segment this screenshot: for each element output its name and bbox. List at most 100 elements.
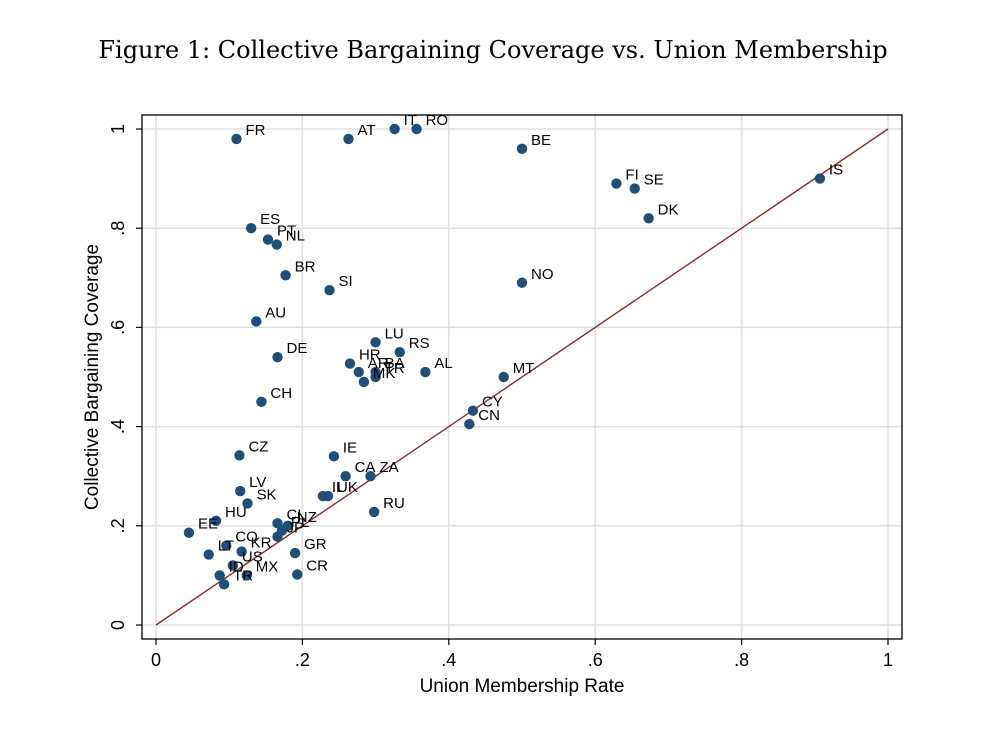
- data-point: [353, 366, 364, 378]
- point-label: UK: [337, 479, 358, 496]
- point-label: LT: [218, 538, 234, 555]
- point-label: SI: [338, 273, 352, 290]
- point-label: PL: [291, 514, 309, 531]
- point-label: IS: [829, 162, 843, 179]
- data-point: [324, 285, 335, 296]
- point-label: IL: [332, 479, 345, 496]
- data-point: [370, 371, 381, 383]
- data-point: [218, 579, 230, 590]
- data-point: [183, 527, 195, 538]
- data-point: [498, 371, 509, 383]
- data-point: [251, 316, 262, 327]
- data-point: [389, 123, 400, 135]
- data-point: [516, 143, 528, 155]
- y-axis-label: Collective Bargaining Coverage: [82, 244, 103, 510]
- point-label: CA: [355, 459, 376, 476]
- point-label: MK: [373, 365, 396, 382]
- y-tick-label: .2: [108, 518, 128, 533]
- point-label: PT: [277, 223, 296, 240]
- data-point: [516, 277, 528, 288]
- data-point: [214, 570, 225, 581]
- data-point: [365, 471, 376, 482]
- y-tick-label: 0: [108, 620, 128, 630]
- data-point: [328, 451, 340, 462]
- point-label: TR: [233, 567, 253, 584]
- y-axis-ticks: 0 .2 .4 .6 .8 1: [108, 124, 142, 630]
- x-tick-label: 1: [883, 650, 893, 670]
- point-label: DE: [287, 340, 308, 357]
- point-label: AU: [265, 304, 286, 321]
- data-point: [272, 531, 283, 542]
- point-label: IT: [404, 112, 417, 129]
- data-point: [272, 351, 283, 363]
- data-point: [344, 358, 356, 369]
- y-tick-label: .8: [108, 221, 128, 236]
- y-tick-label: .6: [108, 320, 128, 335]
- point-label: KR: [251, 535, 272, 552]
- data-point: [289, 547, 301, 559]
- point-label: NO: [531, 266, 554, 283]
- data-point: [271, 239, 282, 250]
- point-label: MT: [513, 360, 535, 377]
- gridlines: [142, 115, 902, 639]
- point-label: AL: [434, 355, 452, 372]
- point-label: MX: [256, 558, 279, 575]
- x-tick-label: .8: [734, 650, 749, 670]
- point-label: FR: [246, 122, 266, 139]
- y-tick-label: .4: [108, 419, 128, 434]
- data-point: [411, 123, 422, 135]
- point-label: BE: [531, 132, 551, 149]
- data-points: [183, 123, 826, 590]
- data-point: [221, 540, 232, 551]
- point-label: LU: [385, 325, 404, 342]
- point-label: RO: [426, 112, 449, 129]
- point-label: RU: [383, 495, 405, 512]
- data-point: [464, 418, 475, 430]
- x-tick-label: 0: [151, 650, 161, 670]
- point-label: CN: [478, 407, 500, 424]
- point-label: JP: [287, 520, 305, 537]
- point-label: TR: [385, 360, 405, 377]
- point-label: EE: [198, 516, 218, 533]
- point-label: LV: [249, 474, 266, 491]
- data-point: [280, 270, 291, 281]
- plot-frame: [141, 114, 903, 640]
- point-label: AT: [358, 122, 376, 139]
- data-point: [358, 376, 370, 388]
- point-label: HU: [225, 504, 247, 521]
- data-point: [340, 471, 351, 482]
- x-axis-label: Union Membership Rate: [420, 676, 625, 697]
- data-point: [262, 234, 274, 245]
- point-label: CO: [235, 529, 258, 546]
- data-point: [227, 560, 239, 571]
- data-point: [394, 347, 405, 358]
- point-label: NZ: [297, 509, 317, 526]
- data-point: [242, 498, 253, 509]
- point-label: CL: [287, 506, 306, 523]
- x-tick-label: .4: [441, 650, 456, 670]
- x-tick-label: .2: [295, 650, 310, 670]
- point-label: ID: [229, 558, 244, 575]
- data-point: [231, 133, 242, 145]
- point-label: FI: [625, 167, 638, 184]
- data-point: [203, 549, 214, 560]
- data-point: [256, 396, 267, 407]
- data-point: [343, 133, 354, 145]
- data-point: [241, 570, 252, 581]
- point-label: CR: [306, 557, 328, 574]
- x-axis-ticks: 0 .2 .4 .6 .8 1: [151, 639, 893, 670]
- data-point: [245, 223, 257, 234]
- data-point: [643, 213, 654, 224]
- point-label: GR: [304, 536, 327, 553]
- point-label: NL: [286, 228, 305, 245]
- point-label: IE: [343, 439, 357, 456]
- point-label: CH: [270, 385, 292, 402]
- point-label: CZ: [248, 438, 268, 455]
- point-label: ES: [260, 211, 280, 228]
- point-label: AR: [368, 355, 389, 372]
- point-label: ZA: [379, 459, 398, 476]
- data-point: [420, 366, 431, 378]
- data-point: [292, 569, 303, 580]
- point-label: CY: [482, 394, 503, 411]
